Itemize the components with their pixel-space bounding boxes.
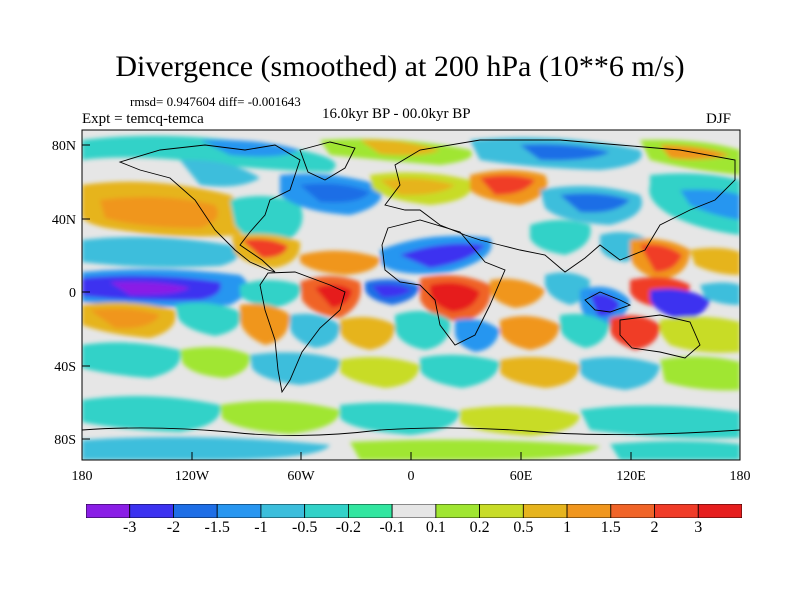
colorbar-label: 0.1 <box>425 519 446 536</box>
x-tick-label: 180 <box>729 469 751 484</box>
y-tick-label: 80S <box>54 433 76 448</box>
longitude-ticks <box>81 452 741 460</box>
colorbar-label: 0.2 <box>469 519 490 536</box>
colorbar-swatch <box>610 504 655 518</box>
colorbar-swatch <box>654 504 699 518</box>
colorbar-label: -3 <box>123 519 137 536</box>
colorbar-label: -2 <box>166 519 181 536</box>
x-tick-label: 120E <box>616 469 646 484</box>
coastlines <box>82 139 740 437</box>
colorbar-label: 3 <box>694 519 703 536</box>
colorbar-swatch <box>216 504 262 518</box>
plot-title: Divergence (smoothed) at 200 hPa (10**6 … <box>115 50 685 83</box>
colorbar-label: -0.5 <box>291 519 318 536</box>
colorbar-label: -0.1 <box>379 519 405 536</box>
x-tick-label: 60E <box>509 469 533 484</box>
x-tick-label: 120W <box>174 469 210 484</box>
colorbar-swatch <box>304 504 349 518</box>
colorbar-swatch <box>260 504 306 518</box>
period-label: 16.0kyr BP - 00.0kyr BP <box>322 106 471 122</box>
colorbar-swatch <box>129 504 174 518</box>
y-tick-label: 40S <box>54 360 76 375</box>
colorbar-swatch <box>566 504 612 518</box>
colorbar-label: -0.2 <box>335 519 362 536</box>
season-label: DJF <box>706 111 732 127</box>
colorbar-swatch <box>347 504 393 518</box>
colorbar <box>86 504 742 518</box>
colorbar-swatch <box>173 504 218 518</box>
colorbar-swatch <box>86 504 131 518</box>
colorbar-label: 1 <box>563 519 572 536</box>
x-tick-label: 0 <box>407 469 415 484</box>
colorbar-swatch <box>391 504 437 518</box>
colorbar-swatch <box>479 504 524 518</box>
field-layer <box>82 130 740 460</box>
colorbar-swatch <box>697 504 742 518</box>
colorbar-label: -1.5 <box>204 519 230 536</box>
x-tick-label: 60W <box>287 469 315 484</box>
colorbar-label: 1.5 <box>600 519 621 536</box>
experiment-label: Expt = temcq-temca <box>82 111 204 127</box>
colorbar-swatch <box>435 504 481 518</box>
y-tick-label: 80N <box>51 139 76 154</box>
colorbar-label: 0.5 <box>513 519 534 536</box>
stats-label: rmsd= 0.947604 diff= -0.001643 <box>130 94 301 109</box>
latitude-ticks <box>82 144 90 440</box>
colorbar-label: -1 <box>254 519 268 536</box>
y-tick-label: 40N <box>51 213 76 228</box>
colorbar-label: 2 <box>650 519 659 536</box>
y-tick-label: 0 <box>69 286 76 301</box>
x-tick-label: 180 <box>71 469 93 484</box>
colorbar-swatch <box>522 504 568 518</box>
